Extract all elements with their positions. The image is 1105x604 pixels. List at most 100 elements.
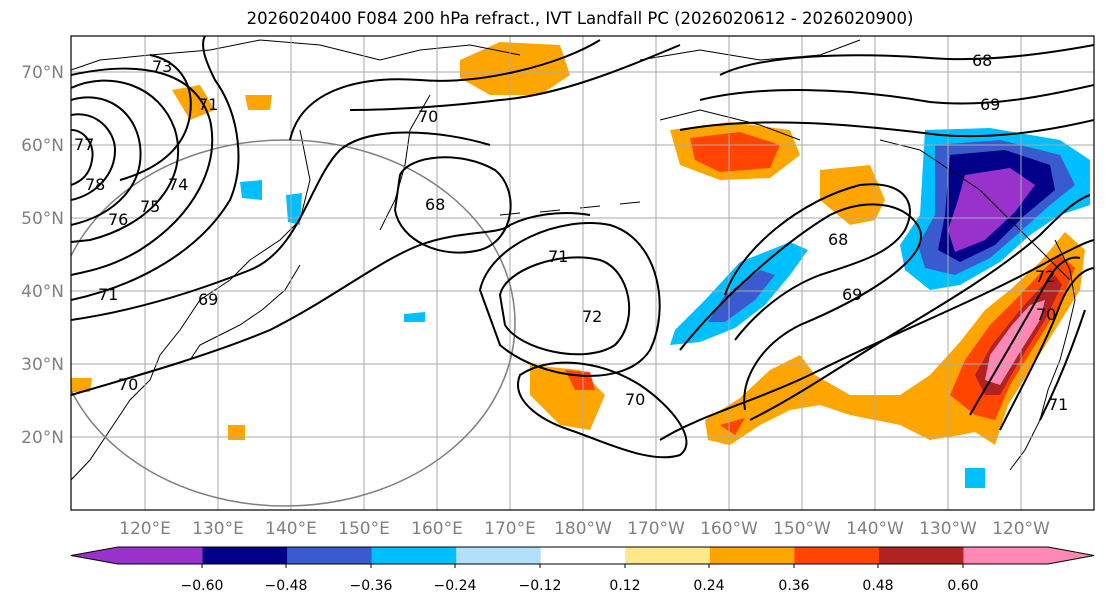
contour-69-north [699,84,1094,105]
latitude-labels: 70°N 60°N 50°N 40°N 30°N 20°N [21,63,64,448]
contour-70-upper [349,44,681,111]
contour-label: 77 [74,135,94,154]
colorbar-tick-label: −0.60 [181,578,224,594]
contour-west-nested-2 [71,96,142,226]
contour-label: 71 [1048,395,1068,414]
map-title: 2026020400 F084 200 hPa refract., IVT La… [246,9,914,28]
colorbar-tick-label: −0.48 [265,578,308,594]
contour-label: 73 [152,57,172,76]
positive-anomaly-bering-core [690,132,780,172]
map-area: 77 78 76 75 74 73 71 71 69 70 70 68 71 7… [71,36,1094,510]
lat-label: 30°N [21,355,64,375]
contour-73 [119,54,192,181]
negative-anomaly-kuril [286,193,302,225]
positive-anomaly-philippine-sea [228,425,245,440]
positive-anomaly-siberia [172,85,215,120]
colorbar-segment [709,547,795,564]
contour-68-kamchatka [393,156,512,254]
contour-label: 71 [98,285,118,304]
contour-70-outer [659,239,1094,441]
contour-label: 69 [842,285,862,304]
positive-anomaly-arctic [460,42,570,95]
contour-68-east [724,183,911,341]
negative-anomaly-central-core [708,270,775,322]
lon-label: 180°W [554,519,612,539]
lon-label: 170°W [627,519,685,539]
contour-label: 75 [140,197,160,216]
contour-69 [71,131,491,321]
lat-label: 70°N [21,63,64,83]
contour-label: 78 [85,175,105,194]
lon-label: 120°W [992,519,1050,539]
coast-kamchatka [379,94,431,231]
colorbar-segment [118,547,204,564]
colorbar-tick-label: 0.12 [609,578,640,594]
contour-72-plume [969,256,1081,416]
colorbar-segment [963,547,1049,564]
contour-label: 71 [548,247,568,266]
contour-71-west [71,36,240,301]
contour-label: 68 [828,230,848,249]
lat-label: 20°N [21,428,64,448]
positive-anomaly-okhotsk [245,95,272,110]
contour-west-outer [71,67,214,276]
colorbar [70,546,1095,568]
colorbar-extend-low [71,547,118,564]
contour-70-east [749,194,1091,421]
colorbar-outline [70,546,1095,565]
contour-68-north [719,44,1094,76]
contour-70-plume [1039,309,1086,421]
contour-label: 69 [198,290,218,309]
colorbar-segment [540,547,626,564]
coast-alaska [639,39,1071,281]
contour-west-nested-3 [71,113,117,201]
contour-label: 70 [418,107,438,126]
lon-label: 140°W [846,519,904,539]
lon-label: 160°W [700,519,758,539]
contour-71-dome [289,39,601,141]
coast-north-america [1009,239,1076,471]
lon-label: 120°E [119,519,171,539]
contour-label: 68 [425,195,445,214]
negative-anomaly-hawaii [965,468,985,488]
colorbar-segment [625,547,711,564]
colorbar-tick-label: 0.48 [862,578,893,594]
coastlines [71,39,1076,481]
contour-71-plume [999,267,1094,431]
lon-label: 160°E [411,519,463,539]
contour-71-ring [478,222,661,377]
contour-label: 70 [625,390,645,409]
contour-lines [71,36,1094,459]
contour-west-nested-1 [71,79,180,243]
colorbar-tick-label: −0.24 [434,578,477,594]
colorbar-segment [878,547,964,564]
lon-label: 150°W [773,519,831,539]
colorbar-tick-label: 0.60 [947,578,978,594]
positive-anomaly-yellow-sea [71,378,92,392]
lat-label: 50°N [21,209,64,229]
reference-circle [71,139,516,507]
contour-69-east [679,203,922,411]
map-frame [70,35,1095,511]
contour-70-northeast [679,119,1094,138]
contour-70-lower [517,361,688,459]
colorbar-tick-label: 0.36 [778,578,809,594]
colorbar-tick-label: −0.12 [519,578,562,594]
contour-labels: 77 78 76 75 74 73 71 71 69 70 70 68 71 7… [74,51,1068,414]
colorbar-tick-label: −0.36 [350,578,393,594]
positive-anomaly-band-core [720,418,745,435]
contour-72-ring [498,256,631,356]
lon-label: 170°E [484,519,536,539]
contour-label: 69 [980,95,1000,114]
positive-anomaly-alaska-south [820,165,885,225]
contour-label: 68 [972,51,992,70]
colorbar-ticks: −0.60 −0.48 −0.36 −0.24 −0.12 0.12 0.24 … [181,578,979,594]
lon-label: 130°E [192,519,244,539]
contour-label: 74 [168,175,188,194]
contour-west-nested-4 [71,129,94,186]
colorbar-segment [287,547,373,564]
colorbar-segment [202,547,288,564]
longitude-labels: 120°E 130°E 140°E 150°E 160°E 170°E 180°… [119,519,1050,539]
negative-anomaly-japan-sea [404,312,425,322]
